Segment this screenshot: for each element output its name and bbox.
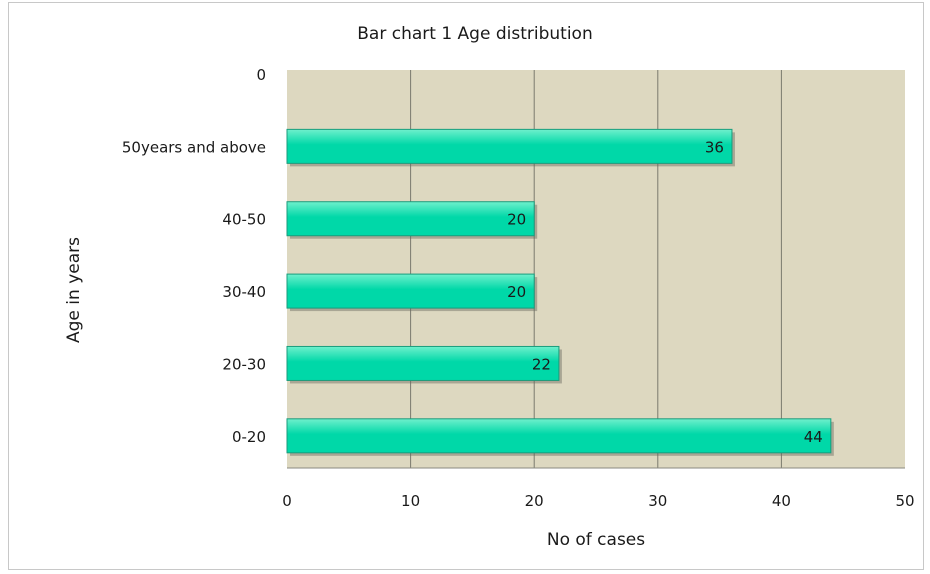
y-tick-label: 0	[256, 66, 266, 84]
data-label: 22	[532, 355, 551, 373]
chart-title: Bar chart 1 Age distribution	[357, 24, 592, 44]
bar	[286, 345, 560, 381]
y-tick-label: 40-50	[222, 211, 266, 229]
x-tick-labels: 0 10 20 30 40 50	[282, 492, 914, 510]
y-tick-label: 30-40	[222, 283, 266, 301]
bar	[286, 273, 535, 309]
bar	[286, 418, 832, 454]
y-tick-labels: 0-20 20-30 30-40 40-50 50years and above 0	[122, 66, 266, 446]
x-tick-label: 20	[525, 492, 544, 510]
y-tick-label: 20-30	[222, 355, 266, 373]
y-tick-label: 0-20	[232, 428, 266, 446]
y-axis-title: Age in years	[64, 237, 84, 343]
data-label: 36	[705, 138, 724, 156]
y-tick-label: 50years and above	[122, 138, 266, 156]
bar	[286, 128, 733, 164]
x-tick-label: 50	[895, 492, 914, 510]
x-axis-title: No of cases	[547, 530, 645, 550]
x-tick-label: 0	[282, 492, 292, 510]
x-tick-label: 10	[401, 492, 420, 510]
x-tick-label: 30	[648, 492, 667, 510]
data-label: 20	[507, 283, 526, 301]
bars: 44 22 20 20 36	[286, 128, 834, 456]
x-tick-label: 40	[772, 492, 791, 510]
data-label: 20	[507, 211, 526, 229]
data-label: 44	[804, 428, 823, 446]
bar	[286, 201, 535, 237]
